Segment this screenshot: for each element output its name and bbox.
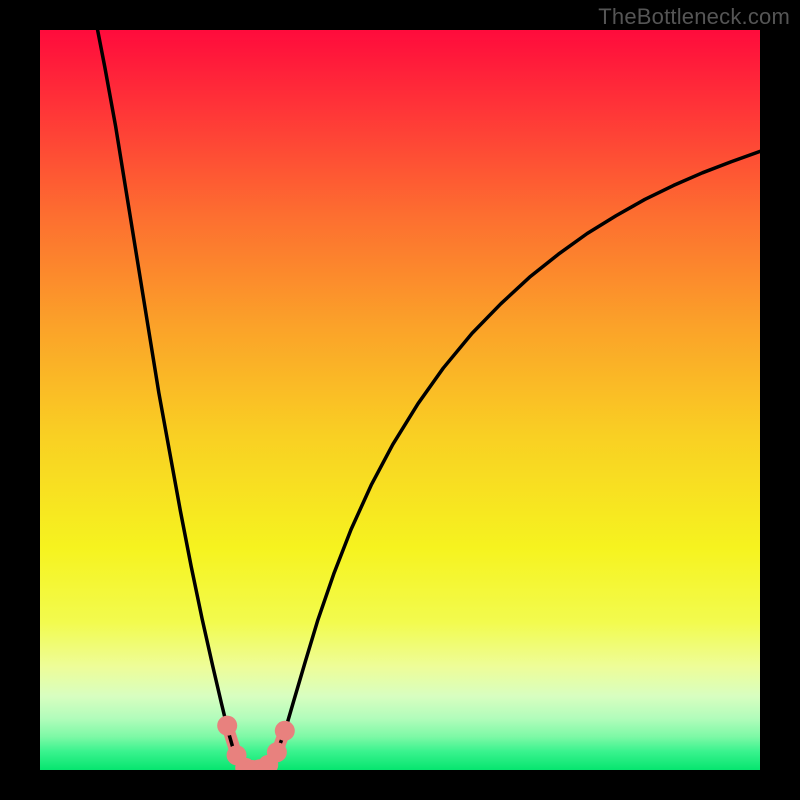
- marker-dot: [275, 721, 295, 741]
- watermark-text: TheBottleneck.com: [598, 4, 790, 30]
- bottleneck-chart: [0, 0, 800, 800]
- chart-container: TheBottleneck.com: [0, 0, 800, 800]
- marker-dot: [217, 716, 237, 736]
- plot-background: [40, 30, 760, 770]
- marker-dot: [267, 742, 287, 762]
